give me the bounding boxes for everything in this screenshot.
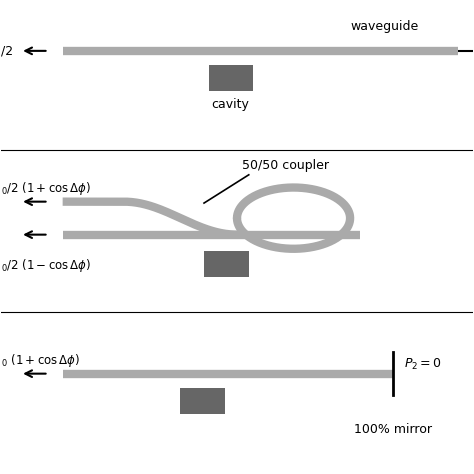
Text: waveguide: waveguide [350, 20, 419, 33]
Text: $_0/2\ (1-\cos\Delta\phi)$: $_0/2\ (1-\cos\Delta\phi)$ [1, 257, 91, 274]
Bar [209, 65, 254, 91]
Text: 100% mirror: 100% mirror [354, 423, 431, 436]
Text: 50/50 coupler: 50/50 coupler [242, 159, 328, 172]
Bar [204, 251, 249, 277]
Text: $P_2=0$: $P_2=0$ [404, 357, 442, 372]
Text: /2: /2 [1, 45, 14, 57]
Bar [181, 388, 225, 414]
Text: $_0/2\ (1+\cos\Delta\phi)$: $_0/2\ (1+\cos\Delta\phi)$ [1, 180, 91, 197]
Text: $_0\ (1+\cos\Delta\phi)$: $_0\ (1+\cos\Delta\phi)$ [1, 352, 81, 369]
Text: cavity: cavity [211, 98, 249, 111]
